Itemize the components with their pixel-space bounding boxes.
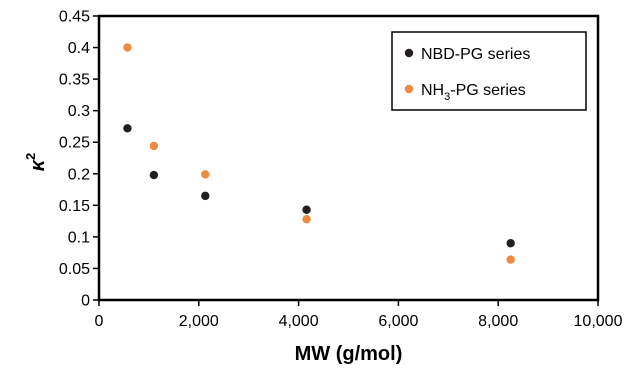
legend-marker-series-1: [404, 48, 414, 58]
y-tick-label: 0.05: [59, 261, 90, 278]
y-tick-label: 0.1: [68, 229, 90, 246]
data-point-series-2: [123, 43, 132, 52]
x-axis-title: MW (g/mol): [295, 343, 403, 365]
data-point-series-1: [149, 170, 159, 180]
data-point-series-1: [123, 124, 132, 133]
y-tick-label: 0.45: [59, 9, 90, 26]
legend-label-text: NH: [421, 82, 444, 99]
x-tick-label: 6,000: [378, 313, 418, 330]
data-point-series-2: [302, 215, 311, 224]
x-tick-label: 8,000: [478, 313, 518, 330]
y-tick-label: 0.2: [68, 166, 90, 183]
legend-label-series-1: NBD-PG series: [421, 46, 530, 63]
legend-label-series-2: NH3-PG series: [421, 82, 526, 103]
y-tick-label: 0.4: [68, 40, 90, 57]
plot-area-frame: [97, 14, 600, 302]
x-tick-label: 10,000: [574, 313, 623, 330]
data-point-series-1: [302, 205, 311, 214]
legend-label-text: -PG series: [450, 82, 526, 99]
legend-box: [391, 31, 587, 111]
data-point-series-1: [201, 191, 210, 201]
data-points: [123, 43, 515, 264]
y-tick-label: 0.3: [68, 103, 90, 120]
x-tick-label: 0: [95, 313, 104, 330]
data-point-series-2: [506, 255, 515, 264]
x-axis-tick-labels: 0 2,000 4,000 6,000 8,000 10,000: [95, 313, 623, 330]
data-point-series-2: [149, 141, 159, 151]
y-tick-label: 0: [81, 293, 90, 310]
y-axis-tick-labels: 0 0.05 0.1 0.15 0.2 0.25 0.3 0.35 0.4 0.45: [59, 9, 90, 310]
data-point-series-1: [506, 239, 515, 248]
y-tick-label: 0.25: [59, 135, 90, 152]
y-axis-title-symbol: κ: [27, 158, 49, 171]
y-tick-label: 0.15: [59, 198, 90, 215]
legend-marker-series-2: [404, 84, 414, 94]
legend-label-text: NBD-PG series: [421, 46, 530, 63]
y-tick-label: 0.35: [59, 72, 90, 89]
y-axis-title-superscript: 2: [23, 153, 38, 160]
data-point-series-2: [201, 170, 210, 179]
y-axis-title: κ2: [23, 153, 49, 172]
chart-legend: NBD-PG series NH3-PG series: [391, 31, 587, 111]
legend-label-subscript: 3: [444, 91, 450, 103]
x-tick-label: 4,000: [279, 313, 319, 330]
x-tick-label: 2,000: [179, 313, 219, 330]
